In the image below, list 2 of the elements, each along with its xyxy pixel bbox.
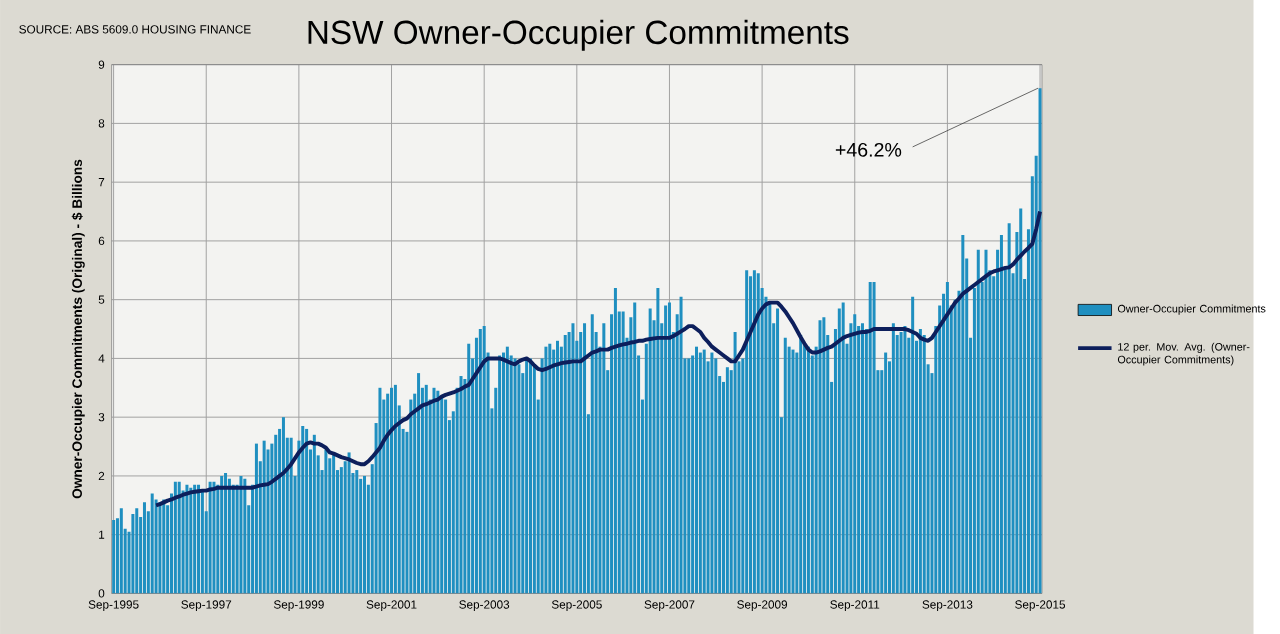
annotation: +46.2% (835, 142, 902, 157)
chart-title: NSW Owner-Occupier Commitments (308, 19, 849, 51)
